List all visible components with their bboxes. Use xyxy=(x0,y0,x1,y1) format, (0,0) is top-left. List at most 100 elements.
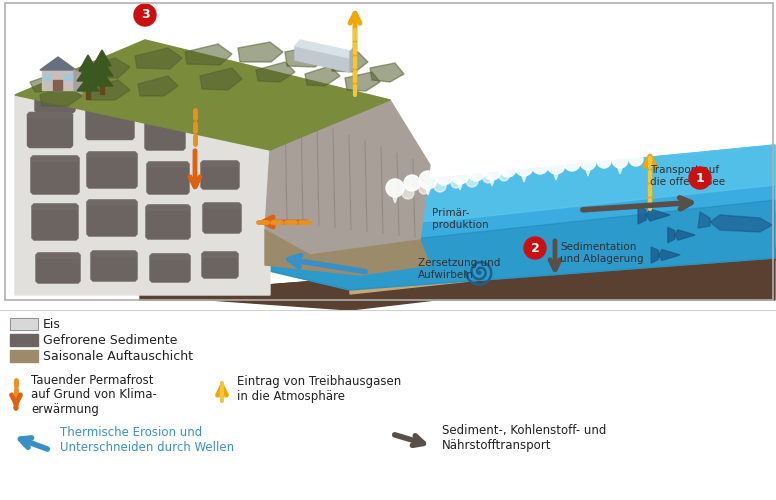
Polygon shape xyxy=(86,104,134,140)
Polygon shape xyxy=(256,62,295,82)
Polygon shape xyxy=(185,44,232,65)
Polygon shape xyxy=(91,60,113,76)
Polygon shape xyxy=(674,230,695,240)
Polygon shape xyxy=(490,180,494,186)
Polygon shape xyxy=(305,66,340,86)
Polygon shape xyxy=(53,80,62,90)
Polygon shape xyxy=(77,77,99,91)
Polygon shape xyxy=(668,228,674,242)
Circle shape xyxy=(629,152,643,166)
Circle shape xyxy=(483,162,501,180)
Polygon shape xyxy=(40,86,82,106)
Polygon shape xyxy=(698,212,710,228)
Polygon shape xyxy=(150,254,190,282)
Polygon shape xyxy=(295,40,355,58)
Circle shape xyxy=(436,169,452,185)
Text: 3: 3 xyxy=(140,8,149,22)
Circle shape xyxy=(134,4,156,26)
Circle shape xyxy=(612,152,628,168)
Polygon shape xyxy=(393,197,397,203)
Polygon shape xyxy=(350,46,355,72)
Polygon shape xyxy=(426,189,430,195)
Text: Sedimentation
und Ablagerung: Sedimentation und Ablagerung xyxy=(560,242,643,264)
Polygon shape xyxy=(554,174,558,180)
Circle shape xyxy=(483,173,493,183)
Polygon shape xyxy=(30,70,80,92)
Polygon shape xyxy=(64,74,72,80)
Polygon shape xyxy=(140,245,775,310)
Polygon shape xyxy=(146,205,190,239)
Polygon shape xyxy=(87,200,137,236)
Polygon shape xyxy=(146,205,190,210)
Circle shape xyxy=(386,179,404,197)
Polygon shape xyxy=(203,203,241,208)
Text: Saisonale Auftauschicht: Saisonale Auftauschicht xyxy=(43,350,193,362)
Polygon shape xyxy=(15,40,390,150)
Polygon shape xyxy=(201,161,239,166)
Polygon shape xyxy=(91,251,137,281)
Polygon shape xyxy=(40,57,76,70)
Circle shape xyxy=(419,171,437,189)
Polygon shape xyxy=(145,120,185,125)
Circle shape xyxy=(451,166,469,184)
Text: Primär-
produktion: Primär- produktion xyxy=(432,208,489,230)
Polygon shape xyxy=(35,88,75,112)
Polygon shape xyxy=(201,161,239,189)
Polygon shape xyxy=(586,170,590,176)
Polygon shape xyxy=(10,334,38,346)
Polygon shape xyxy=(295,46,350,72)
Polygon shape xyxy=(147,94,183,99)
Polygon shape xyxy=(10,350,38,362)
Circle shape xyxy=(597,154,611,168)
Circle shape xyxy=(468,165,484,181)
Text: Zersetzung und
Aufwirbeln: Zersetzung und Aufwirbeln xyxy=(418,258,501,280)
Polygon shape xyxy=(135,48,182,69)
Polygon shape xyxy=(147,94,183,114)
Polygon shape xyxy=(658,250,680,260)
Polygon shape xyxy=(31,156,79,194)
Text: Tauender Permafrost
auf Grund von Klima-
erwärmung: Tauender Permafrost auf Grund von Klima-… xyxy=(31,374,157,416)
Polygon shape xyxy=(618,168,622,174)
Circle shape xyxy=(564,155,580,171)
Circle shape xyxy=(499,171,509,181)
Circle shape xyxy=(404,175,420,191)
Polygon shape xyxy=(100,86,104,94)
Text: Sediment-, Kohlenstoff- und
Nährstofftransport: Sediment-, Kohlenstoff- und Nährstofftra… xyxy=(442,424,606,452)
Polygon shape xyxy=(150,254,190,259)
Polygon shape xyxy=(147,162,189,167)
Polygon shape xyxy=(202,252,238,257)
Polygon shape xyxy=(88,80,130,100)
Circle shape xyxy=(580,154,596,170)
Text: 1: 1 xyxy=(695,172,705,184)
Polygon shape xyxy=(138,76,178,96)
Polygon shape xyxy=(265,230,430,275)
Polygon shape xyxy=(15,95,270,295)
Polygon shape xyxy=(89,85,131,107)
Polygon shape xyxy=(350,224,775,283)
Polygon shape xyxy=(238,42,283,62)
Polygon shape xyxy=(646,209,670,221)
Polygon shape xyxy=(27,112,72,148)
Polygon shape xyxy=(710,215,772,232)
Polygon shape xyxy=(77,65,99,81)
Polygon shape xyxy=(87,152,137,188)
Polygon shape xyxy=(522,176,526,182)
Polygon shape xyxy=(86,91,90,99)
Text: Eis: Eis xyxy=(43,318,61,330)
Polygon shape xyxy=(265,200,775,290)
Polygon shape xyxy=(370,63,404,82)
Polygon shape xyxy=(44,74,51,80)
Polygon shape xyxy=(350,212,775,270)
Text: 2: 2 xyxy=(531,242,539,254)
Polygon shape xyxy=(87,152,137,157)
Polygon shape xyxy=(638,206,646,224)
Circle shape xyxy=(451,178,461,188)
Text: Transport auf
die offene See: Transport auf die offene See xyxy=(650,165,725,186)
Polygon shape xyxy=(27,112,72,117)
Polygon shape xyxy=(79,55,97,71)
Polygon shape xyxy=(651,247,658,263)
Polygon shape xyxy=(36,253,80,258)
Text: Eintrag von Treibhausgasen
in die Atmosphäre: Eintrag von Treibhausgasen in die Atmosp… xyxy=(237,375,401,403)
Polygon shape xyxy=(147,162,189,194)
Polygon shape xyxy=(31,156,79,161)
